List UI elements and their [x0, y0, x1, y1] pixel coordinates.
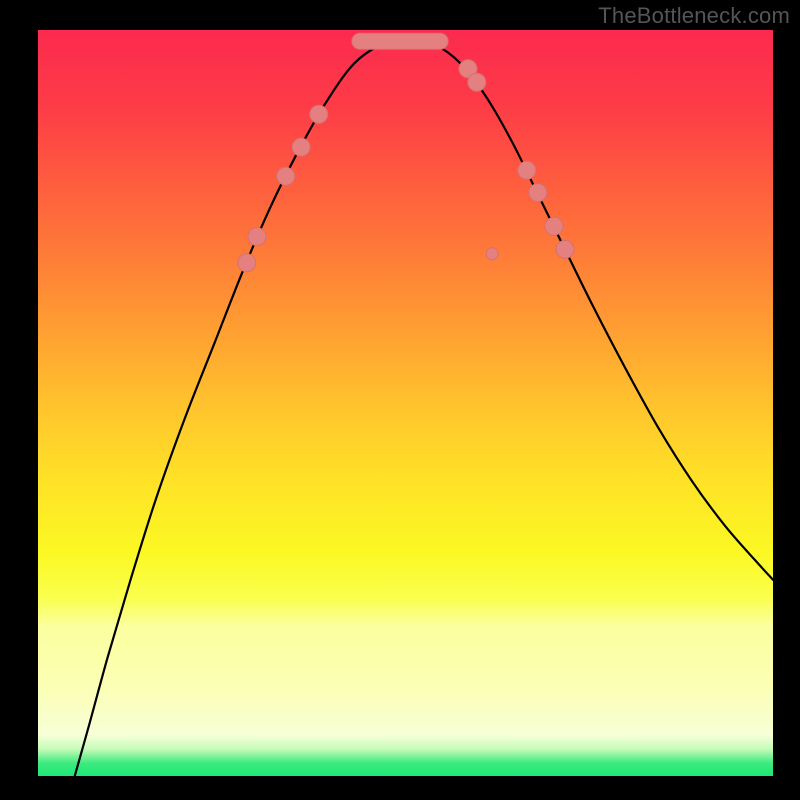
data-marker [248, 228, 266, 246]
chart-frame: TheBottleneck.com [0, 0, 800, 800]
data-marker [545, 217, 563, 235]
watermark-text: TheBottleneck.com [598, 3, 790, 29]
data-marker [556, 240, 574, 258]
data-marker [238, 254, 256, 272]
plot-area [38, 30, 773, 776]
data-marker [292, 138, 310, 156]
data-marker [486, 248, 498, 260]
optimal-range-bar [352, 33, 448, 49]
data-marker [277, 167, 295, 185]
data-marker [310, 105, 328, 123]
chart-background [38, 30, 773, 776]
data-marker [468, 73, 486, 91]
data-marker [529, 184, 547, 202]
chart-svg [38, 30, 773, 776]
data-marker [518, 161, 536, 179]
